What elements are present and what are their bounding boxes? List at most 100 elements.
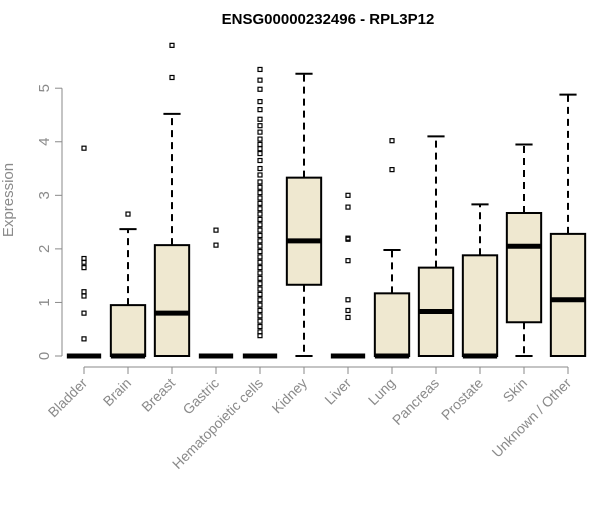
y-tick-label: 5 [36,84,53,92]
outlier-point [257,179,263,185]
outlier-point [345,236,351,242]
box [505,211,543,324]
outlier-point [257,195,263,201]
outlier-point [257,157,263,164]
outlier-point [257,116,263,122]
outlier-point [389,138,395,144]
outlier-point [257,275,263,281]
outlier-point [257,150,263,157]
y-axis-label: Expression [0,163,17,237]
outlier-point [257,172,263,178]
outlier-point [257,286,263,292]
outlier-point [81,265,87,271]
x-tick-label: Prostate [438,375,486,423]
y-tick-label: 3 [36,191,53,199]
outlier-point [345,307,351,314]
box-group [153,42,191,357]
box-group [285,72,323,357]
outlier-point [257,254,263,260]
outlier-point [257,318,263,324]
outlier-point [345,297,351,303]
box [153,244,191,357]
outlier-point [257,165,263,172]
box-group [417,135,455,357]
outlier-point [257,232,263,239]
outlier-point [257,243,263,249]
outlier-point [257,265,263,271]
outlier-point [257,136,263,142]
outlier-point [257,297,263,303]
outlier-point [81,293,87,299]
x-tick-label: Unknown / Other [489,375,575,461]
outlier-point [257,281,263,287]
outlier-point [81,289,87,295]
x-tick-label: Pancreas [389,375,442,428]
box [285,176,323,286]
box [373,292,411,358]
outlier-point [257,184,263,190]
box [549,232,587,358]
box-group [109,211,147,359]
box-group [461,203,499,359]
outlier-point [257,66,263,73]
x-tick-label: Kidney [269,375,311,417]
box-group [198,227,234,359]
outlier-point [125,211,131,217]
outlier-point [257,86,263,92]
outlier-point [169,42,175,48]
x-tick-label: Breast [138,375,178,415]
box-group [330,192,366,359]
outlier-point [81,336,87,342]
x-tick-label: Skin [500,375,531,406]
outlier-point [257,222,263,228]
outlier-point [345,192,351,198]
box [109,304,147,358]
outlier-point [257,323,263,330]
outlier-point [345,314,351,321]
outlier-point [257,307,263,314]
outlier-point [257,259,263,265]
outlier-point [257,302,263,308]
y-tick-label: 2 [36,245,53,253]
outlier-point [257,146,263,152]
box-group [242,66,278,359]
outlier-point [213,242,219,248]
y-axis: 0 1 2 3 4 5 [36,84,63,360]
y-tick-label: 0 [36,352,53,360]
outlier-point [257,123,263,129]
outlier-point [257,206,263,212]
x-tick-label: Gastric [179,375,222,418]
outlier-point [81,310,87,316]
y-tick-label: 4 [36,138,53,146]
outlier-point [257,200,263,206]
outlier-point [257,77,263,83]
x-tick-label: Lung [365,375,398,408]
outlier-point [213,227,219,233]
outlier-point [257,227,263,233]
outlier-point [257,248,263,255]
box-group [505,143,543,357]
outlier-point [257,98,263,105]
box-group [373,138,411,359]
outlier-point [257,238,263,244]
outlier-point [81,259,87,265]
outlier-point [345,258,351,264]
outlier-point [257,333,263,339]
outlier-point [81,145,87,151]
box-group [549,93,587,358]
x-tick-label: Bladder [45,375,91,421]
box [461,254,499,357]
chart-title: ENSG00000232496 - RPL3P12 [222,11,435,28]
outlier-point [169,74,175,81]
y-tick-label: 1 [36,298,53,306]
outlier-point [257,107,263,113]
outlier-point [257,291,263,298]
outlier-point [257,313,263,319]
boxes [66,42,587,359]
outlier-point [257,129,263,135]
outlier-point [257,211,263,217]
x-tick-label: Brain [100,375,134,409]
